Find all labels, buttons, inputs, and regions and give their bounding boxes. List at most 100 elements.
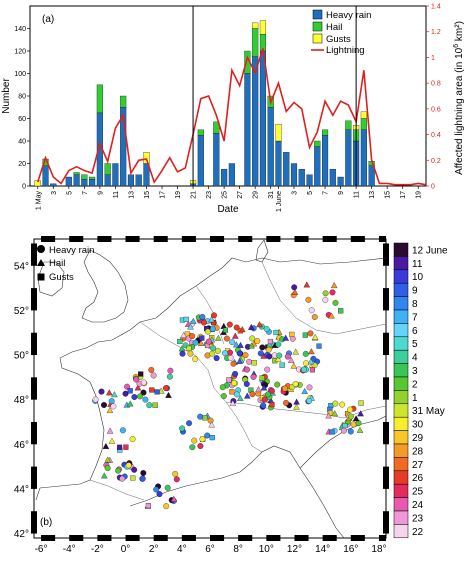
event-marker-rain-246 (347, 413, 354, 420)
border-seg-bottom-9 (294, 535, 309, 541)
border-seg-left-6 (31, 243, 37, 266)
bar-heavy-rain-day-14 (135, 174, 142, 187)
bar-hail-day-9 (96, 84, 103, 114)
x-tick-label-21: 11 (354, 191, 361, 198)
x-tick-label-17: 3 (292, 191, 299, 195)
border-seg-top-3 (125, 236, 140, 242)
x-tick-label-16: 1 June (276, 191, 283, 212)
bar-heavy-rain-day-10 (104, 174, 111, 187)
event-marker-rain-175 (219, 384, 226, 391)
event-marker-rain-318 (156, 491, 163, 498)
bar-heavy-rain-day-22 (197, 135, 204, 187)
x-tick-label-15: 31 (268, 191, 275, 199)
y-axis-left-label: Number (1, 78, 12, 114)
x-tick-label-11: 23 (206, 191, 213, 199)
event-marker-rain-182 (233, 391, 240, 398)
x-tick-label-12: 25 (222, 191, 229, 199)
event-marker-rain-37 (200, 319, 207, 326)
x-tick-label-24: 17 (400, 191, 407, 199)
event-marker-hail-86 (256, 321, 263, 328)
event-marker-hail-286 (106, 427, 114, 434)
event-marker-hail-358 (106, 389, 113, 396)
event-marker-rain-90 (254, 338, 261, 345)
event-marker-hail-343 (328, 312, 335, 319)
event-marker-rain-351 (108, 398, 115, 405)
event-marker-rain-105 (263, 326, 270, 332)
colorbar-label-5: 7 (412, 312, 418, 323)
event-marker-rain-283 (131, 466, 138, 473)
event-marker-rain-142 (302, 350, 309, 357)
coast-britain (81, 249, 129, 323)
event-marker-hail-107 (266, 341, 273, 348)
event-marker-hail-178 (237, 394, 244, 401)
event-marker-hail-63 (239, 326, 246, 333)
colorbar-label-19: 24 (412, 500, 424, 511)
legend-swatch-gusts (312, 33, 323, 44)
x-tick-label-22: 13 (369, 191, 376, 199)
lon-tick-label-2: -2° (91, 544, 104, 555)
event-marker-gust-55 (183, 316, 189, 322)
lat-tick-label-0: 42° (14, 529, 29, 540)
colorbar-label-9: 3 (412, 366, 418, 377)
colorbar-swatch-0 (393, 242, 409, 257)
event-marker-rain-40 (179, 350, 186, 357)
colorbar-swatch-10 (393, 376, 409, 391)
bar-heavy-rain-day-34 (290, 163, 298, 187)
event-marker-rain-184 (243, 381, 250, 387)
bar-gusts-day-32 (275, 123, 282, 142)
event-marker-hail-93 (248, 323, 255, 330)
colorbar-label-4: 8 (412, 299, 418, 310)
bar-hail-day-37 (314, 140, 321, 147)
y-right-tick-label-7: 1.4 (431, 4, 441, 11)
bar-hail-day-29 (252, 28, 259, 57)
border-seg-left-5 (31, 288, 37, 311)
border-seg-bottom-10 (322, 535, 337, 541)
event-marker-gust-109 (267, 338, 273, 345)
colorbar-swatch-8 (393, 349, 409, 364)
event-marker-gust-225 (358, 400, 364, 406)
event-marker-hail-96 (233, 341, 240, 348)
lon-tick-label-9: 12° (287, 544, 302, 555)
event-marker-hail-302 (104, 456, 111, 463)
border-seg-bottom-12 (378, 535, 386, 541)
panel-b-map: -6° -4° -2° 0° 2° 4° 6° 8° 10° 12° 14° 16° 18° 42°44… (14, 236, 448, 555)
border-seg-left-0 (31, 511, 37, 534)
event-marker-gust-258 (154, 389, 160, 395)
event-marker-rain-191 (261, 396, 268, 403)
border-seg-bottom-11 (350, 535, 365, 541)
bar-heavy-rain-day-2 (42, 165, 49, 187)
event-marker-rain-262 (140, 389, 147, 396)
bar-heavy-rain-day-32 (275, 140, 282, 187)
legend-marker-gusts (37, 273, 45, 281)
event-marker-rain-87 (242, 352, 249, 359)
colorbar-label-14: 29 (412, 433, 424, 444)
legend-b-label-hail: Hail (49, 258, 65, 269)
event-marker-hail-345 (330, 282, 338, 289)
event-marker-gust-101 (273, 329, 279, 336)
colorbar-label-10: 2 (412, 379, 418, 390)
colorbar-label-2: 10 (412, 272, 424, 283)
event-marker-rain-249 (332, 400, 339, 407)
event-marker-hail-243 (352, 415, 360, 422)
event-marker-hail-36 (180, 331, 187, 338)
border-seg-right-4 (383, 332, 389, 356)
latitude-ticks: 42° 44° 46° 48° 50° 52° 54° (14, 261, 29, 540)
border-seg-bottom-1 (69, 535, 84, 541)
lon-tick-label-11: 16° (343, 544, 358, 555)
colorbar-swatch-3 (393, 282, 409, 297)
event-marker-hail-288 (101, 472, 108, 479)
y-right-tick-label-1: 0.2 (431, 158, 441, 165)
bar-heavy-rain-day-26 (228, 163, 235, 187)
colorbar-swatch-19 (393, 497, 409, 512)
border-seg-right-0 (383, 511, 389, 534)
event-marker-rain-217 (292, 381, 299, 387)
event-marker-rain-359 (92, 396, 99, 403)
event-marker-rain-140 (284, 353, 291, 360)
colorbar-swatch-1 (393, 256, 409, 271)
colorbar-swatch-16 (393, 457, 409, 472)
event-marker-rain-304 (115, 467, 122, 474)
border-seg-top-12 (378, 236, 386, 242)
event-marker-rain-275 (146, 402, 153, 409)
y-right-tick-label-2: 0.4 (431, 132, 441, 139)
event-marker-rain-300 (119, 475, 126, 482)
